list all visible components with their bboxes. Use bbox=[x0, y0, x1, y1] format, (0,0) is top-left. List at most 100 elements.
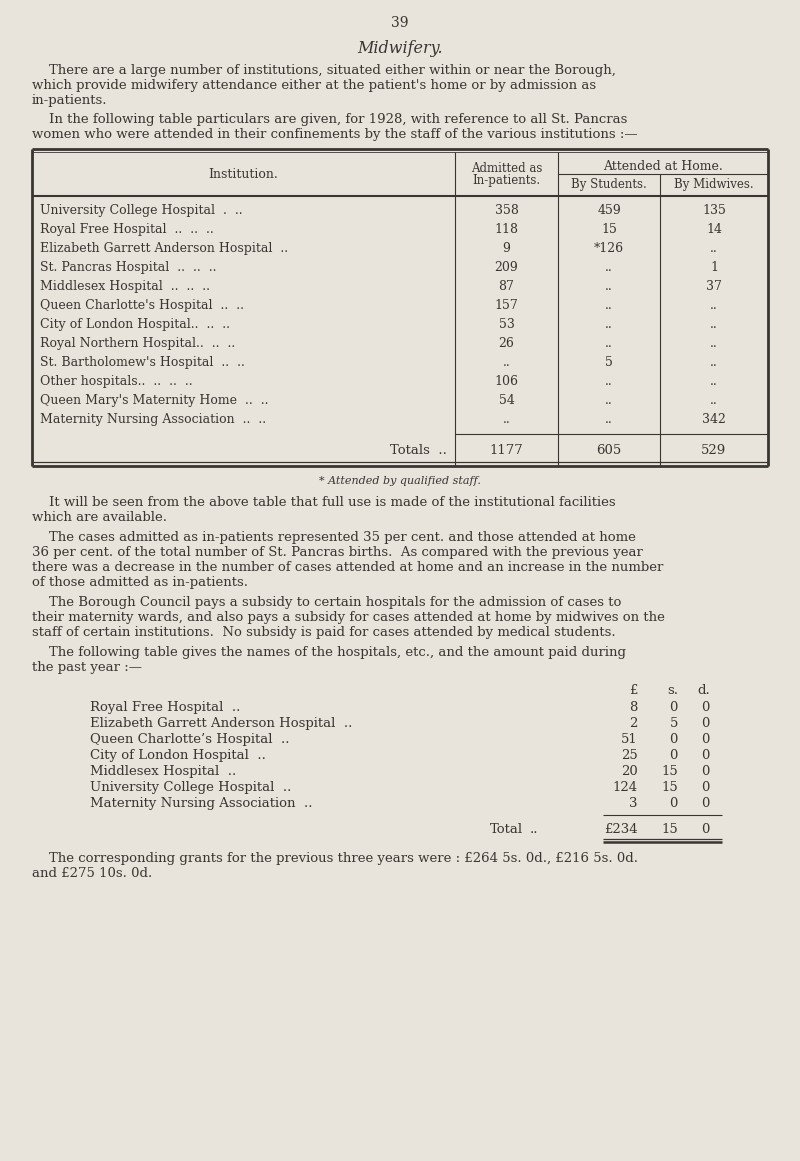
Text: 37: 37 bbox=[706, 280, 722, 293]
Text: Admitted as: Admitted as bbox=[471, 163, 542, 175]
Text: which provide midwifery attendance either at the patient's home or by admission : which provide midwifery attendance eithe… bbox=[32, 79, 596, 92]
Text: 3: 3 bbox=[630, 796, 638, 810]
Text: ..: .. bbox=[710, 300, 718, 312]
Text: Middlesex Hospital  ..: Middlesex Hospital .. bbox=[90, 765, 236, 778]
Text: 15: 15 bbox=[662, 765, 678, 778]
Text: 0: 0 bbox=[670, 733, 678, 747]
Text: 8: 8 bbox=[630, 701, 638, 714]
Text: University College Hospital  ..: University College Hospital .. bbox=[90, 781, 291, 794]
Text: Elizabeth Garrett Anderson Hospital  ..: Elizabeth Garrett Anderson Hospital .. bbox=[90, 717, 352, 730]
Text: The cases admitted as in-patients represented 35 per cent. and those attended at: The cases admitted as in-patients repres… bbox=[32, 531, 636, 545]
Text: Maternity Nursing Association  ..: Maternity Nursing Association .. bbox=[90, 796, 313, 810]
Text: 1177: 1177 bbox=[490, 444, 523, 457]
Text: 15: 15 bbox=[662, 781, 678, 794]
Text: and £275 10s. 0d.: and £275 10s. 0d. bbox=[32, 867, 152, 880]
Text: 459: 459 bbox=[597, 204, 621, 217]
Text: 54: 54 bbox=[498, 394, 514, 408]
Text: d.: d. bbox=[698, 684, 710, 697]
Text: ..: .. bbox=[710, 337, 718, 349]
Text: ..: .. bbox=[605, 375, 613, 388]
Text: * Attended by qualified staff.: * Attended by qualified staff. bbox=[319, 476, 481, 486]
Text: Royal Free Hospital  ..: Royal Free Hospital .. bbox=[90, 701, 240, 714]
Text: Totals  ..: Totals .. bbox=[390, 444, 447, 457]
Text: there was a decrease in the number of cases attended at home and an increase in : there was a decrease in the number of ca… bbox=[32, 561, 663, 574]
Text: 529: 529 bbox=[702, 444, 726, 457]
Text: 53: 53 bbox=[498, 318, 514, 331]
Text: 124: 124 bbox=[613, 781, 638, 794]
Text: 0: 0 bbox=[670, 796, 678, 810]
Text: 0: 0 bbox=[702, 717, 710, 730]
Text: By Midwives.: By Midwives. bbox=[674, 178, 754, 192]
Text: ..: .. bbox=[530, 823, 538, 836]
Text: staff of certain institutions.  No subsidy is paid for cases attended by medical: staff of certain institutions. No subsid… bbox=[32, 626, 616, 639]
Text: ..: .. bbox=[502, 356, 510, 369]
Text: 0: 0 bbox=[702, 701, 710, 714]
Text: ..: .. bbox=[502, 413, 510, 426]
Text: 25: 25 bbox=[622, 749, 638, 762]
Text: Queen Charlotte’s Hospital  ..: Queen Charlotte’s Hospital .. bbox=[90, 733, 290, 747]
Text: The Borough Council pays a subsidy to certain hospitals for the admission of cas: The Borough Council pays a subsidy to ce… bbox=[32, 596, 622, 610]
Text: their maternity wards, and also pays a subsidy for cases attended at home by mid: their maternity wards, and also pays a s… bbox=[32, 611, 665, 623]
Text: 0: 0 bbox=[702, 781, 710, 794]
Text: 14: 14 bbox=[706, 223, 722, 236]
Text: ..: .. bbox=[605, 300, 613, 312]
Text: Institution.: Institution. bbox=[209, 168, 278, 181]
Text: 5: 5 bbox=[605, 356, 613, 369]
Text: 0: 0 bbox=[702, 765, 710, 778]
Text: 358: 358 bbox=[494, 204, 518, 217]
Text: 51: 51 bbox=[622, 733, 638, 747]
Text: Total: Total bbox=[490, 823, 523, 836]
Text: 87: 87 bbox=[498, 280, 514, 293]
Text: 605: 605 bbox=[596, 444, 622, 457]
Text: 15: 15 bbox=[662, 823, 678, 836]
Text: 106: 106 bbox=[494, 375, 518, 388]
Text: Queen Mary's Maternity Home  ..  ..: Queen Mary's Maternity Home .. .. bbox=[40, 394, 269, 408]
Text: ..: .. bbox=[710, 375, 718, 388]
Text: 20: 20 bbox=[622, 765, 638, 778]
Text: ..: .. bbox=[710, 241, 718, 255]
Text: It will be seen from the above table that full use is made of the institutional : It will be seen from the above table tha… bbox=[32, 496, 616, 509]
Text: 15: 15 bbox=[601, 223, 617, 236]
Text: ..: .. bbox=[605, 261, 613, 274]
Text: which are available.: which are available. bbox=[32, 511, 167, 524]
Text: ..: .. bbox=[710, 356, 718, 369]
Text: Royal Free Hospital  ..  ..  ..: Royal Free Hospital .. .. .. bbox=[40, 223, 214, 236]
Text: City of London Hospital..  ..  ..: City of London Hospital.. .. .. bbox=[40, 318, 230, 331]
Text: 157: 157 bbox=[494, 300, 518, 312]
Text: *126: *126 bbox=[594, 241, 624, 255]
Text: s.: s. bbox=[667, 684, 678, 697]
Text: 0: 0 bbox=[670, 701, 678, 714]
Text: Attended at Home.: Attended at Home. bbox=[603, 160, 723, 173]
Text: 118: 118 bbox=[494, 223, 518, 236]
Text: 1: 1 bbox=[710, 261, 718, 274]
Text: The following table gives the names of the hospitals, etc., and the amount paid : The following table gives the names of t… bbox=[32, 646, 626, 659]
Text: £234: £234 bbox=[604, 823, 638, 836]
Text: Maternity Nursing Association  ..  ..: Maternity Nursing Association .. .. bbox=[40, 413, 266, 426]
Text: There are a large number of institutions, situated either within or near the Bor: There are a large number of institutions… bbox=[32, 64, 616, 77]
Text: 342: 342 bbox=[702, 413, 726, 426]
Text: Middlesex Hospital  ..  ..  ..: Middlesex Hospital .. .. .. bbox=[40, 280, 210, 293]
Text: ..: .. bbox=[710, 318, 718, 331]
Text: in-patients.: in-patients. bbox=[32, 94, 107, 107]
Text: 0: 0 bbox=[702, 823, 710, 836]
Text: 36 per cent. of the total number of St. Pancras births.  As compared with the pr: 36 per cent. of the total number of St. … bbox=[32, 546, 643, 558]
Text: ..: .. bbox=[605, 280, 613, 293]
Text: The corresponding grants for the previous three years were : £264 5s. 0d., £216 : The corresponding grants for the previou… bbox=[32, 852, 638, 865]
Text: 135: 135 bbox=[702, 204, 726, 217]
Text: City of London Hospital  ..: City of London Hospital .. bbox=[90, 749, 266, 762]
Text: ..: .. bbox=[605, 394, 613, 408]
Text: Queen Charlotte's Hospital  ..  ..: Queen Charlotte's Hospital .. .. bbox=[40, 300, 244, 312]
Text: In the following table particulars are given, for 1928, with reference to all St: In the following table particulars are g… bbox=[32, 113, 627, 127]
Text: 9: 9 bbox=[502, 241, 510, 255]
Text: In-patients.: In-patients. bbox=[473, 174, 541, 187]
Text: 39: 39 bbox=[391, 16, 409, 30]
Text: University College Hospital  .  ..: University College Hospital . .. bbox=[40, 204, 242, 217]
Text: ..: .. bbox=[710, 394, 718, 408]
Text: of those admitted as in-patients.: of those admitted as in-patients. bbox=[32, 576, 248, 589]
Text: 0: 0 bbox=[702, 796, 710, 810]
Text: ..: .. bbox=[605, 318, 613, 331]
Text: Royal Northern Hospital..  ..  ..: Royal Northern Hospital.. .. .. bbox=[40, 337, 235, 349]
Text: 0: 0 bbox=[702, 733, 710, 747]
Text: 0: 0 bbox=[702, 749, 710, 762]
Text: women who were attended in their confinements by the staff of the various instit: women who were attended in their confine… bbox=[32, 128, 638, 140]
